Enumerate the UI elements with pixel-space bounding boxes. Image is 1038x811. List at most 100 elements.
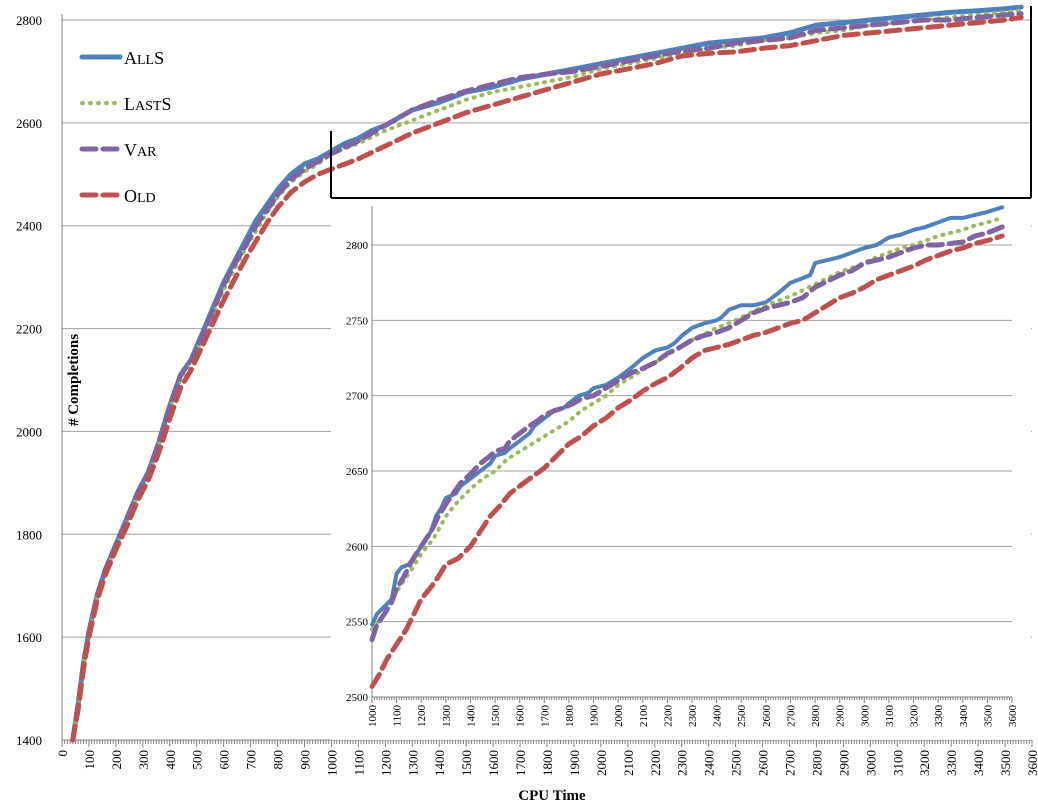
legend-label-part: S <box>154 48 164 68</box>
zoom-bracket <box>330 6 1032 199</box>
main-x-tick-label: 2000 <box>594 750 609 776</box>
legend-label-part: V <box>124 140 137 160</box>
y-axis-title: # Completions <box>66 334 82 426</box>
inset-y-tick-label: 2600 <box>346 541 369 553</box>
legend-label-part: LL <box>137 53 154 68</box>
main-x-tick-label: 100 <box>82 750 97 770</box>
inset-x-tick-label: 3500 <box>982 705 994 728</box>
legend-label-1: LASTS <box>124 94 171 114</box>
inset-y-tick-label: 2650 <box>346 466 369 478</box>
main-x-tick-label: 700 <box>244 750 259 770</box>
main-x-tick-label: 400 <box>163 750 178 770</box>
main-x-tick-label: 200 <box>109 750 124 770</box>
main-x-tick-label: 2500 <box>729 750 744 776</box>
main-x-tick-label: 500 <box>190 750 205 770</box>
inset-x-tick-label: 3200 <box>909 705 921 728</box>
main-x-tick-label: 3500 <box>998 750 1013 776</box>
inset-x-tick-label: 2000 <box>613 705 625 728</box>
legend-label-part: A <box>124 48 137 68</box>
inset-x-tick-label: 1500 <box>490 705 502 728</box>
main-x-tick-label: 2700 <box>783 750 798 776</box>
legend-label-2: VAR <box>124 140 157 160</box>
inset-x-tick-label: 2900 <box>835 705 847 728</box>
inset-x-tick-label: 1900 <box>589 705 601 728</box>
main-x-tick-label: 300 <box>136 750 151 770</box>
inset-x-tick-label: 1600 <box>515 705 527 728</box>
inset-x-tick-label: 3300 <box>933 705 945 728</box>
x-axis-title: CPU Time <box>518 788 586 804</box>
inset-x-tick-label: 2800 <box>810 705 822 728</box>
main-x-tick-label: 800 <box>271 750 286 770</box>
legend-label-part: LD <box>137 191 156 206</box>
main-x-tick-label: 2400 <box>702 750 717 776</box>
inset-y-tick-label: 2800 <box>346 240 369 252</box>
main-x-tick-label: 1200 <box>378 750 393 776</box>
legend-label-part: L <box>124 94 135 114</box>
inset-x-tick-label: 1300 <box>441 705 453 728</box>
main-x-tick-label: 1800 <box>540 750 555 776</box>
inset-x-tick-label: 1100 <box>392 705 404 727</box>
main-y-tick-label: 2000 <box>16 424 42 439</box>
main-y-tick-label: 2400 <box>16 219 42 234</box>
main-x-tick-label: 900 <box>298 750 313 770</box>
inset-series-line-3 <box>369 233 1005 689</box>
legend-label-part: AR <box>137 145 157 160</box>
main-y-tick-label: 1400 <box>16 733 42 748</box>
main-series-line-3 <box>70 14 1024 743</box>
inset-x-tick-label: 2600 <box>761 705 773 728</box>
main-series-line-2 <box>70 11 1024 743</box>
legend-label-0: ALLS <box>124 48 164 68</box>
main-x-tick-label: 3300 <box>944 750 959 776</box>
main-x-tick-label: 3400 <box>971 750 986 776</box>
inset-x-tick-label: 2200 <box>662 705 674 728</box>
main-y-tick-label: 1800 <box>16 527 42 542</box>
inset-y-tick-label: 2700 <box>346 391 369 403</box>
main-x-tick-label: 1900 <box>567 750 582 776</box>
inset-x-tick-label: 3400 <box>958 705 970 728</box>
main-x-tick-label: 600 <box>217 750 232 770</box>
inset-y-tick-label: 2500 <box>346 692 369 704</box>
inset-x-tick-label: 1700 <box>539 705 551 728</box>
legend-label-3: OLD <box>124 186 156 206</box>
inset-x-tick-label: 1800 <box>564 705 576 728</box>
inset-y-tick-label: 2550 <box>346 617 369 629</box>
main-y-tick-label: 2200 <box>16 322 42 337</box>
main-x-tick-label: 0 <box>55 750 70 757</box>
main-x-tick-label: 1700 <box>513 750 528 776</box>
main-x-tick-label: 3600 <box>1025 750 1038 776</box>
inset-x-tick-label: 2700 <box>785 705 797 728</box>
main-x-tick-label: 1600 <box>486 750 501 776</box>
main-x-tick-label: 2800 <box>809 750 824 776</box>
inset-x-tick-label: 2400 <box>712 705 724 728</box>
main-x-tick-label: 2200 <box>648 750 663 776</box>
inset-x-tick-label: 3000 <box>859 705 871 728</box>
inset-plot: 2500 2550 2600 2650 2700 2750 2800 1000 1100 1200… <box>331 199 1031 740</box>
inset-x-tick-label: 3600 <box>1007 705 1019 728</box>
legend-label-part: S <box>161 94 171 114</box>
main-x-tick-label: 3000 <box>863 750 878 776</box>
main-x-tick-label: 2600 <box>756 750 771 776</box>
inset-x-tick-label: 1400 <box>465 705 477 728</box>
inset-y-tick-label: 2750 <box>346 315 369 327</box>
inset-x-tick-label: 1000 <box>367 705 379 728</box>
inset-x-tick-label: 3100 <box>884 705 896 728</box>
main-x-tick-label: 2900 <box>836 750 851 776</box>
main-x-tick-label: 2100 <box>621 750 636 776</box>
main-x-tick-label: 3200 <box>917 750 932 776</box>
main-x-tick-label: 3100 <box>890 750 905 776</box>
main-x-tick-label: 1400 <box>432 750 447 776</box>
main-x-tick-label: 1300 <box>405 750 420 776</box>
main-y-tick-label: 1600 <box>16 630 42 645</box>
inset-x-tick-label: 2500 <box>736 705 748 728</box>
inset-series-line-2 <box>369 224 1005 643</box>
inset-x-tick-label: 2300 <box>687 705 699 728</box>
main-x-tick-label: 2300 <box>675 750 690 776</box>
main-y-tick-label: 2600 <box>16 116 42 131</box>
main-x-tick-label: 1000 <box>324 750 339 776</box>
inset-background <box>331 199 1031 740</box>
legend-label-part: O <box>124 186 137 206</box>
inset-x-tick-label: 1200 <box>416 705 428 728</box>
inset-x-tick-label: 2100 <box>638 705 650 728</box>
